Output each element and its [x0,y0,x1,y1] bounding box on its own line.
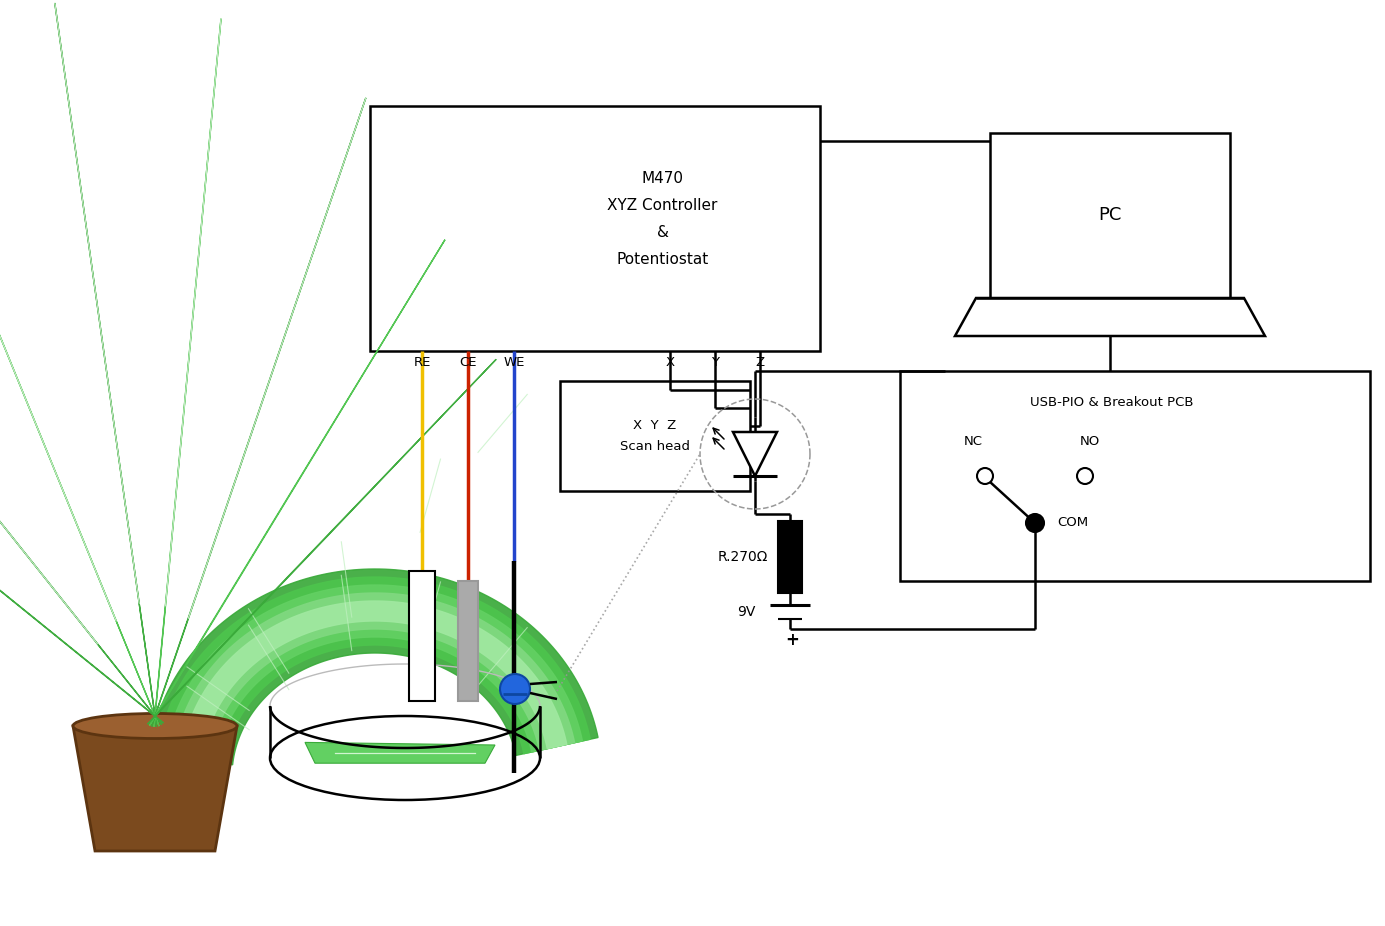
FancyBboxPatch shape [560,381,751,491]
Text: PC: PC [1098,206,1122,224]
Polygon shape [150,240,445,726]
Text: COM: COM [1057,517,1089,530]
FancyBboxPatch shape [409,571,435,701]
Circle shape [1078,468,1093,484]
Polygon shape [157,577,590,764]
FancyBboxPatch shape [458,581,478,701]
Text: 9V: 9V [737,605,755,619]
Text: M470
XYZ Controller
&
Potentiostat: M470 XYZ Controller & Potentiostat [607,170,717,267]
FancyBboxPatch shape [990,133,1230,298]
Polygon shape [305,743,494,763]
Polygon shape [154,19,222,727]
Polygon shape [0,427,163,723]
Text: NO: NO [1080,435,1100,448]
Text: Z: Z [755,356,765,369]
Text: WE: WE [503,356,525,369]
Polygon shape [150,569,598,765]
Polygon shape [181,601,566,761]
Polygon shape [173,593,575,762]
Polygon shape [0,259,162,725]
Text: X: X [665,356,674,369]
Text: +: + [785,631,799,649]
FancyBboxPatch shape [370,106,820,351]
FancyBboxPatch shape [900,371,1370,581]
Polygon shape [0,113,159,726]
Text: RE: RE [413,356,431,369]
Polygon shape [73,726,237,851]
Polygon shape [55,3,157,727]
Circle shape [976,468,993,484]
Ellipse shape [73,714,237,739]
Polygon shape [151,98,366,727]
Polygon shape [733,432,777,476]
Text: USB-PIO & Breakout PCB: USB-PIO & Breakout PCB [1030,396,1194,409]
Ellipse shape [500,674,530,704]
Polygon shape [165,585,583,763]
FancyBboxPatch shape [777,521,802,593]
Polygon shape [956,298,1265,336]
Text: X  Y  Z
Scan head: X Y Z Scan head [620,419,690,453]
Text: CE: CE [460,356,476,369]
Text: R.270Ω: R.270Ω [717,550,769,564]
Polygon shape [148,359,496,724]
Circle shape [1026,514,1044,532]
Text: Y: Y [711,356,719,369]
Text: NC: NC [964,435,982,448]
